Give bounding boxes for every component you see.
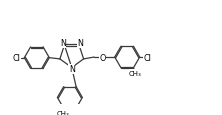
Text: N: N [69, 65, 75, 74]
Text: N: N [60, 39, 66, 48]
Text: N: N [78, 39, 83, 48]
Text: Cl: Cl [12, 54, 20, 63]
Text: Cl: Cl [144, 53, 152, 62]
Text: CH₃: CH₃ [129, 70, 142, 76]
Text: O: O [99, 53, 105, 62]
Text: CH₃: CH₃ [57, 111, 69, 115]
